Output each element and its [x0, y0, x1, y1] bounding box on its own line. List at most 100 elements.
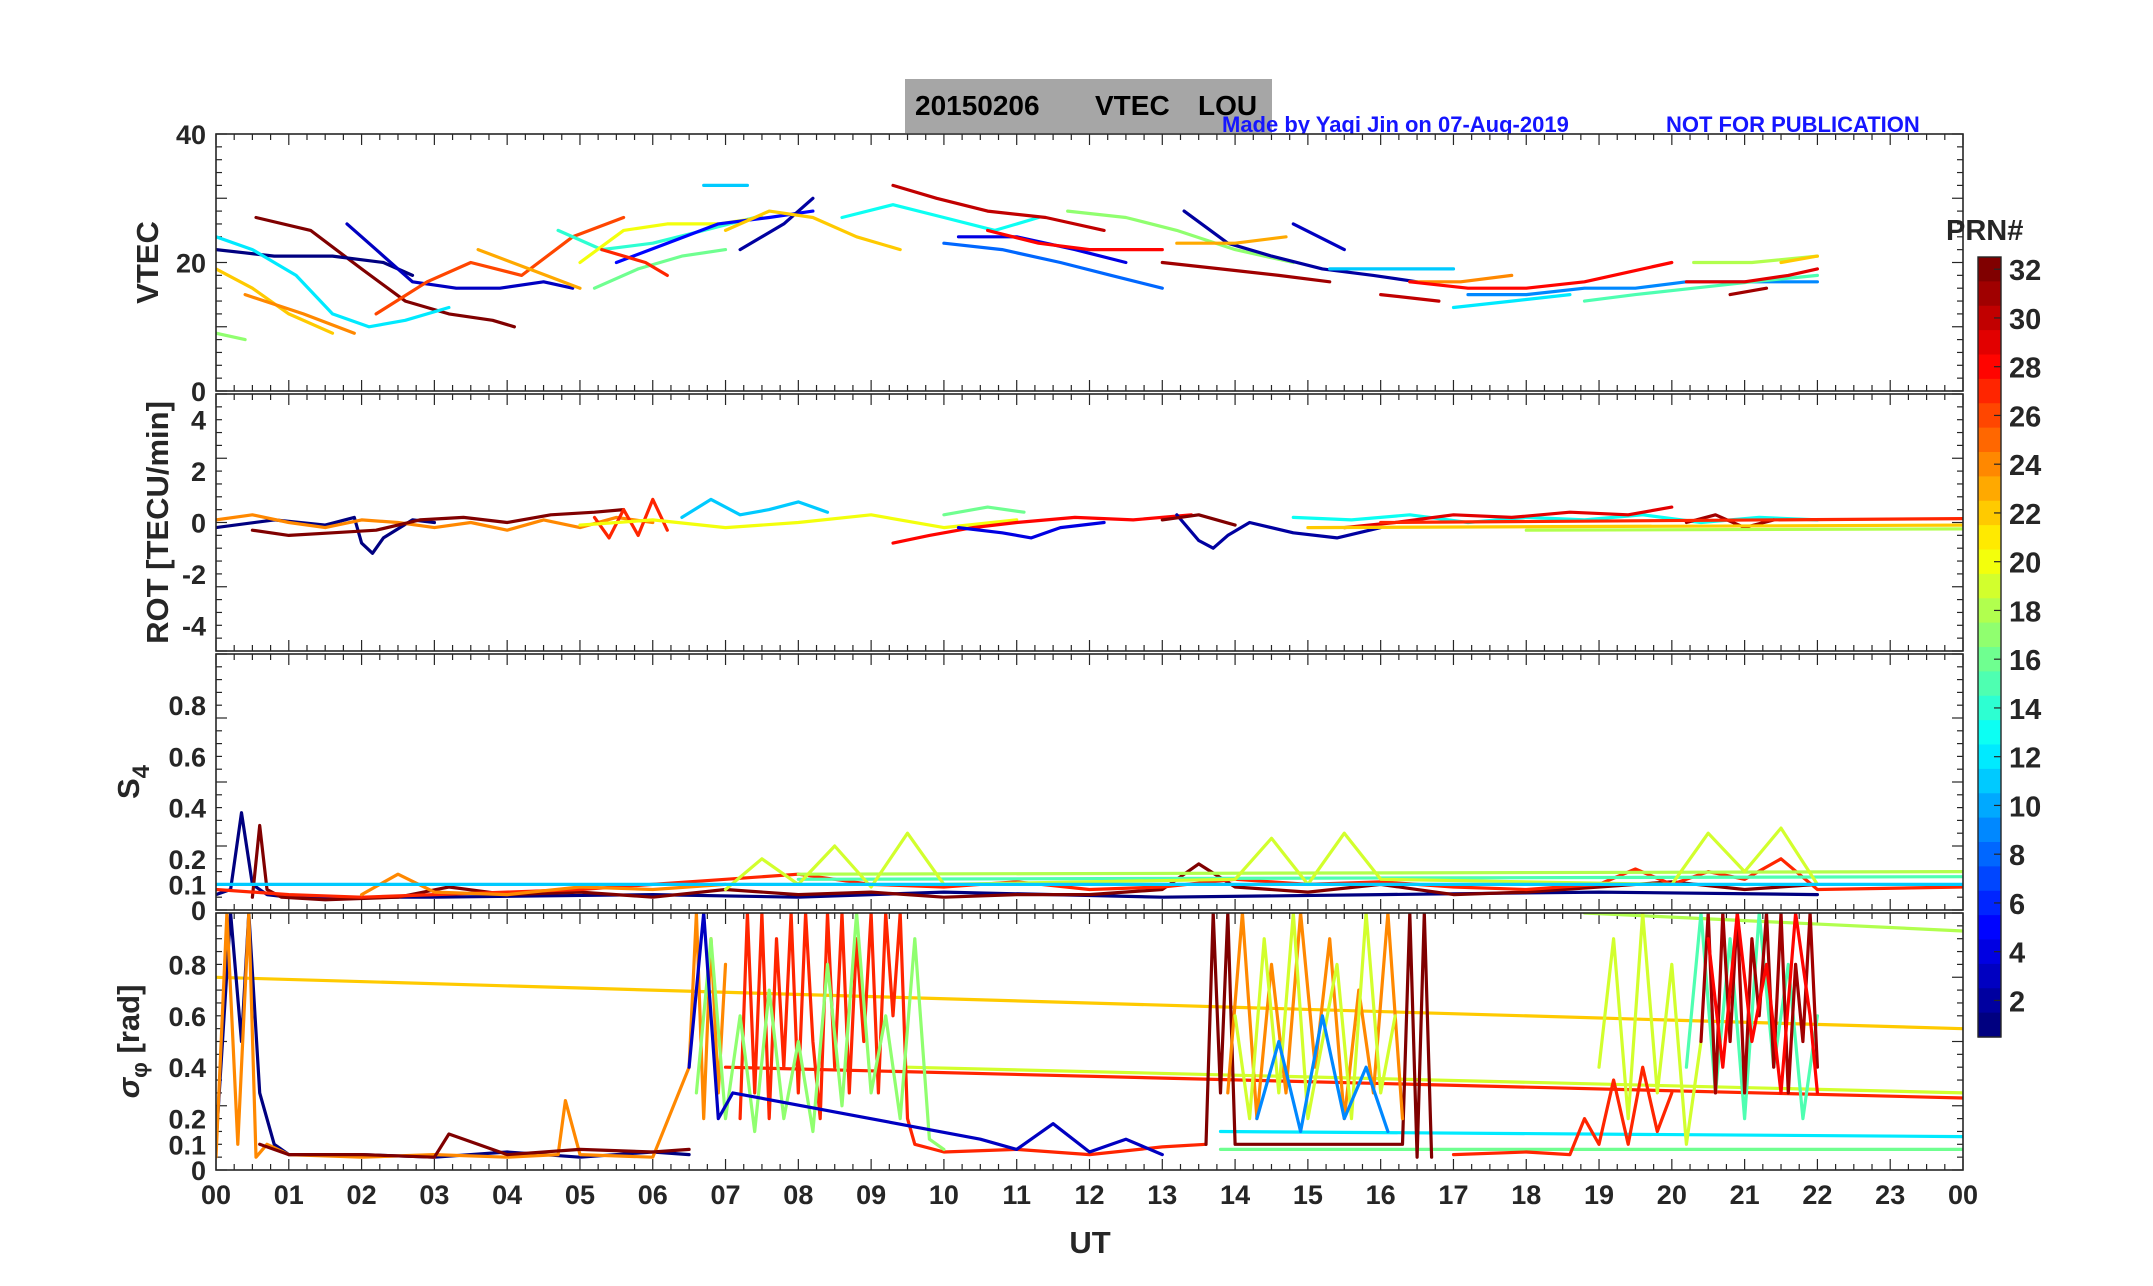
panel-2-frame: [215, 393, 1964, 652]
series-prn-24: [1408, 273, 1514, 284]
colorbar-cell: [1978, 525, 2001, 551]
x-tick-label: 01: [274, 1180, 304, 1210]
y-tick-label: 0.1: [168, 870, 206, 900]
series-prn-28: [891, 513, 1194, 545]
x-tick-label: 09: [856, 1180, 886, 1210]
series-prn-32: [250, 823, 1820, 902]
panel-4-plot-area: [216, 913, 1963, 1170]
series-prn-23: [1175, 235, 1288, 245]
series-prn-4: [956, 520, 1106, 540]
y-tick-label: 2: [191, 457, 206, 487]
colorbar-cell: [1978, 452, 2001, 477]
colorbar-tick-label: 14: [2009, 694, 2041, 726]
y-tick-label: 0: [191, 896, 206, 926]
x-tick-label: 07: [711, 1180, 741, 1210]
series-prn-24: [243, 293, 356, 335]
colorbar-tick-label: 8: [2009, 840, 2025, 872]
colorbar-cell: [1978, 939, 2001, 965]
series-prn-32: [1204, 913, 1434, 1159]
panel-2: -4 -2 0 2 4 ROT [TECU/min]: [140, 393, 1964, 652]
x-tick-label: 13: [1147, 1180, 1177, 1210]
x-tick-label: 00: [1948, 1180, 1978, 1210]
y-tick-label: 0.6: [168, 742, 206, 772]
series-prn-2: [738, 196, 815, 252]
series-prn-18: [1524, 527, 1963, 532]
y-tick-label: 0.8: [168, 691, 206, 721]
colorbar-cell: [1978, 1012, 2001, 1038]
series-prn-32: [254, 215, 517, 329]
series-prn-22: [1779, 254, 1820, 265]
series-prn-2: [1175, 513, 1383, 550]
colorbar-cell: [1978, 744, 2001, 770]
x-tick-label: 18: [1511, 1180, 1541, 1210]
x-tick-label: 10: [929, 1180, 959, 1210]
panel-2-series: [216, 497, 1963, 555]
series-prn-1: [216, 811, 1820, 899]
series-prn-12: [216, 235, 451, 329]
y-axis-label: S4: [111, 764, 155, 799]
series-prn-27: [600, 248, 669, 277]
series-prn-31: [1728, 286, 1769, 297]
series-prn-32: [1160, 513, 1237, 527]
colorbar-cell: [1978, 305, 2001, 331]
series-prn-28: [1706, 913, 1820, 1095]
colorbar-cell: [1978, 720, 2001, 746]
series-prn-14: [556, 215, 757, 252]
series-prn-27: [1451, 1065, 1674, 1157]
series-prn-17: [216, 331, 247, 342]
series-prn-17: [1066, 209, 1295, 265]
colorbar-cell: [1978, 500, 2001, 526]
series-prn-22: [1306, 523, 1963, 530]
title-date: 20150206: [915, 90, 1040, 121]
colorbar-tick-label: 30: [2009, 304, 2041, 336]
x-tick-label: 00: [201, 1180, 231, 1210]
colorbar-cell: [1978, 793, 2001, 819]
colorbar-tick-label: 2: [2009, 986, 2025, 1018]
y-tick-label: 0.4: [168, 1053, 206, 1083]
series-prn-27: [738, 913, 1208, 1157]
series-prn-18: [796, 869, 1963, 876]
series-prn-13: [840, 203, 1041, 232]
series-prn-30: [1379, 293, 1441, 303]
colorbar-tick-label: 32: [2009, 255, 2041, 287]
colorbar-cell: [1978, 573, 2001, 599]
series-prn-3: [687, 913, 1164, 1157]
colorbar-cell: [1978, 817, 2001, 843]
y-axis-label: ROT [TECU/min]: [140, 401, 175, 644]
panel-1-frame: [215, 133, 1964, 392]
colorbar-cell: [1978, 915, 2001, 941]
x-tick-label: 02: [347, 1180, 377, 1210]
panel-3-series: [216, 811, 1963, 902]
colorbar-tick-label: 28: [2009, 353, 2041, 385]
x-tick-label: 14: [1220, 1180, 1250, 1210]
series-prn-28: [1408, 260, 1674, 290]
series-prn-32: [250, 508, 626, 538]
y-tick-label: 0.8: [168, 950, 206, 980]
series-prn-23: [476, 248, 582, 290]
panel-4-frame: [215, 912, 1964, 1171]
series-prn-16: [942, 505, 1026, 517]
y-tick-label: -2: [182, 560, 206, 590]
colorbar-cell: [1978, 476, 2001, 502]
series-prn-19: [723, 826, 1820, 892]
colorbar-tick-label: 22: [2009, 499, 2041, 531]
series-prn-17: [694, 913, 946, 1152]
colorbar-cell: [1978, 890, 2001, 916]
series-prn-18: [1582, 913, 1963, 933]
colorbar-tick-label: 4: [2009, 938, 2025, 970]
colorbar-cell: [1978, 988, 2001, 1014]
y-tick-label: 0: [191, 509, 206, 539]
series-prn-31: [1160, 260, 1332, 284]
x-tick-label: 22: [1802, 1180, 1832, 1210]
colorbar-cell: [1978, 427, 2001, 453]
colorbar-cell: [1978, 768, 2001, 794]
credit-text: Made by Yaqi Jin on 07-Aug-2019: [1222, 112, 1569, 137]
series-prn-31: [1699, 913, 1820, 1095]
x-tick-label: 15: [1293, 1180, 1323, 1210]
colorbar-cell: [1978, 598, 2001, 624]
colorbar-cell: [1978, 330, 2001, 356]
y-tick-label: 20: [176, 249, 206, 279]
panel-4: 00.10.2 0.4 0.6 0.8 σφ [rad] 00 01 02 03 04 05 06 07…: [111, 912, 1978, 1210]
colorbar-tick-label: 24: [2009, 450, 2041, 482]
